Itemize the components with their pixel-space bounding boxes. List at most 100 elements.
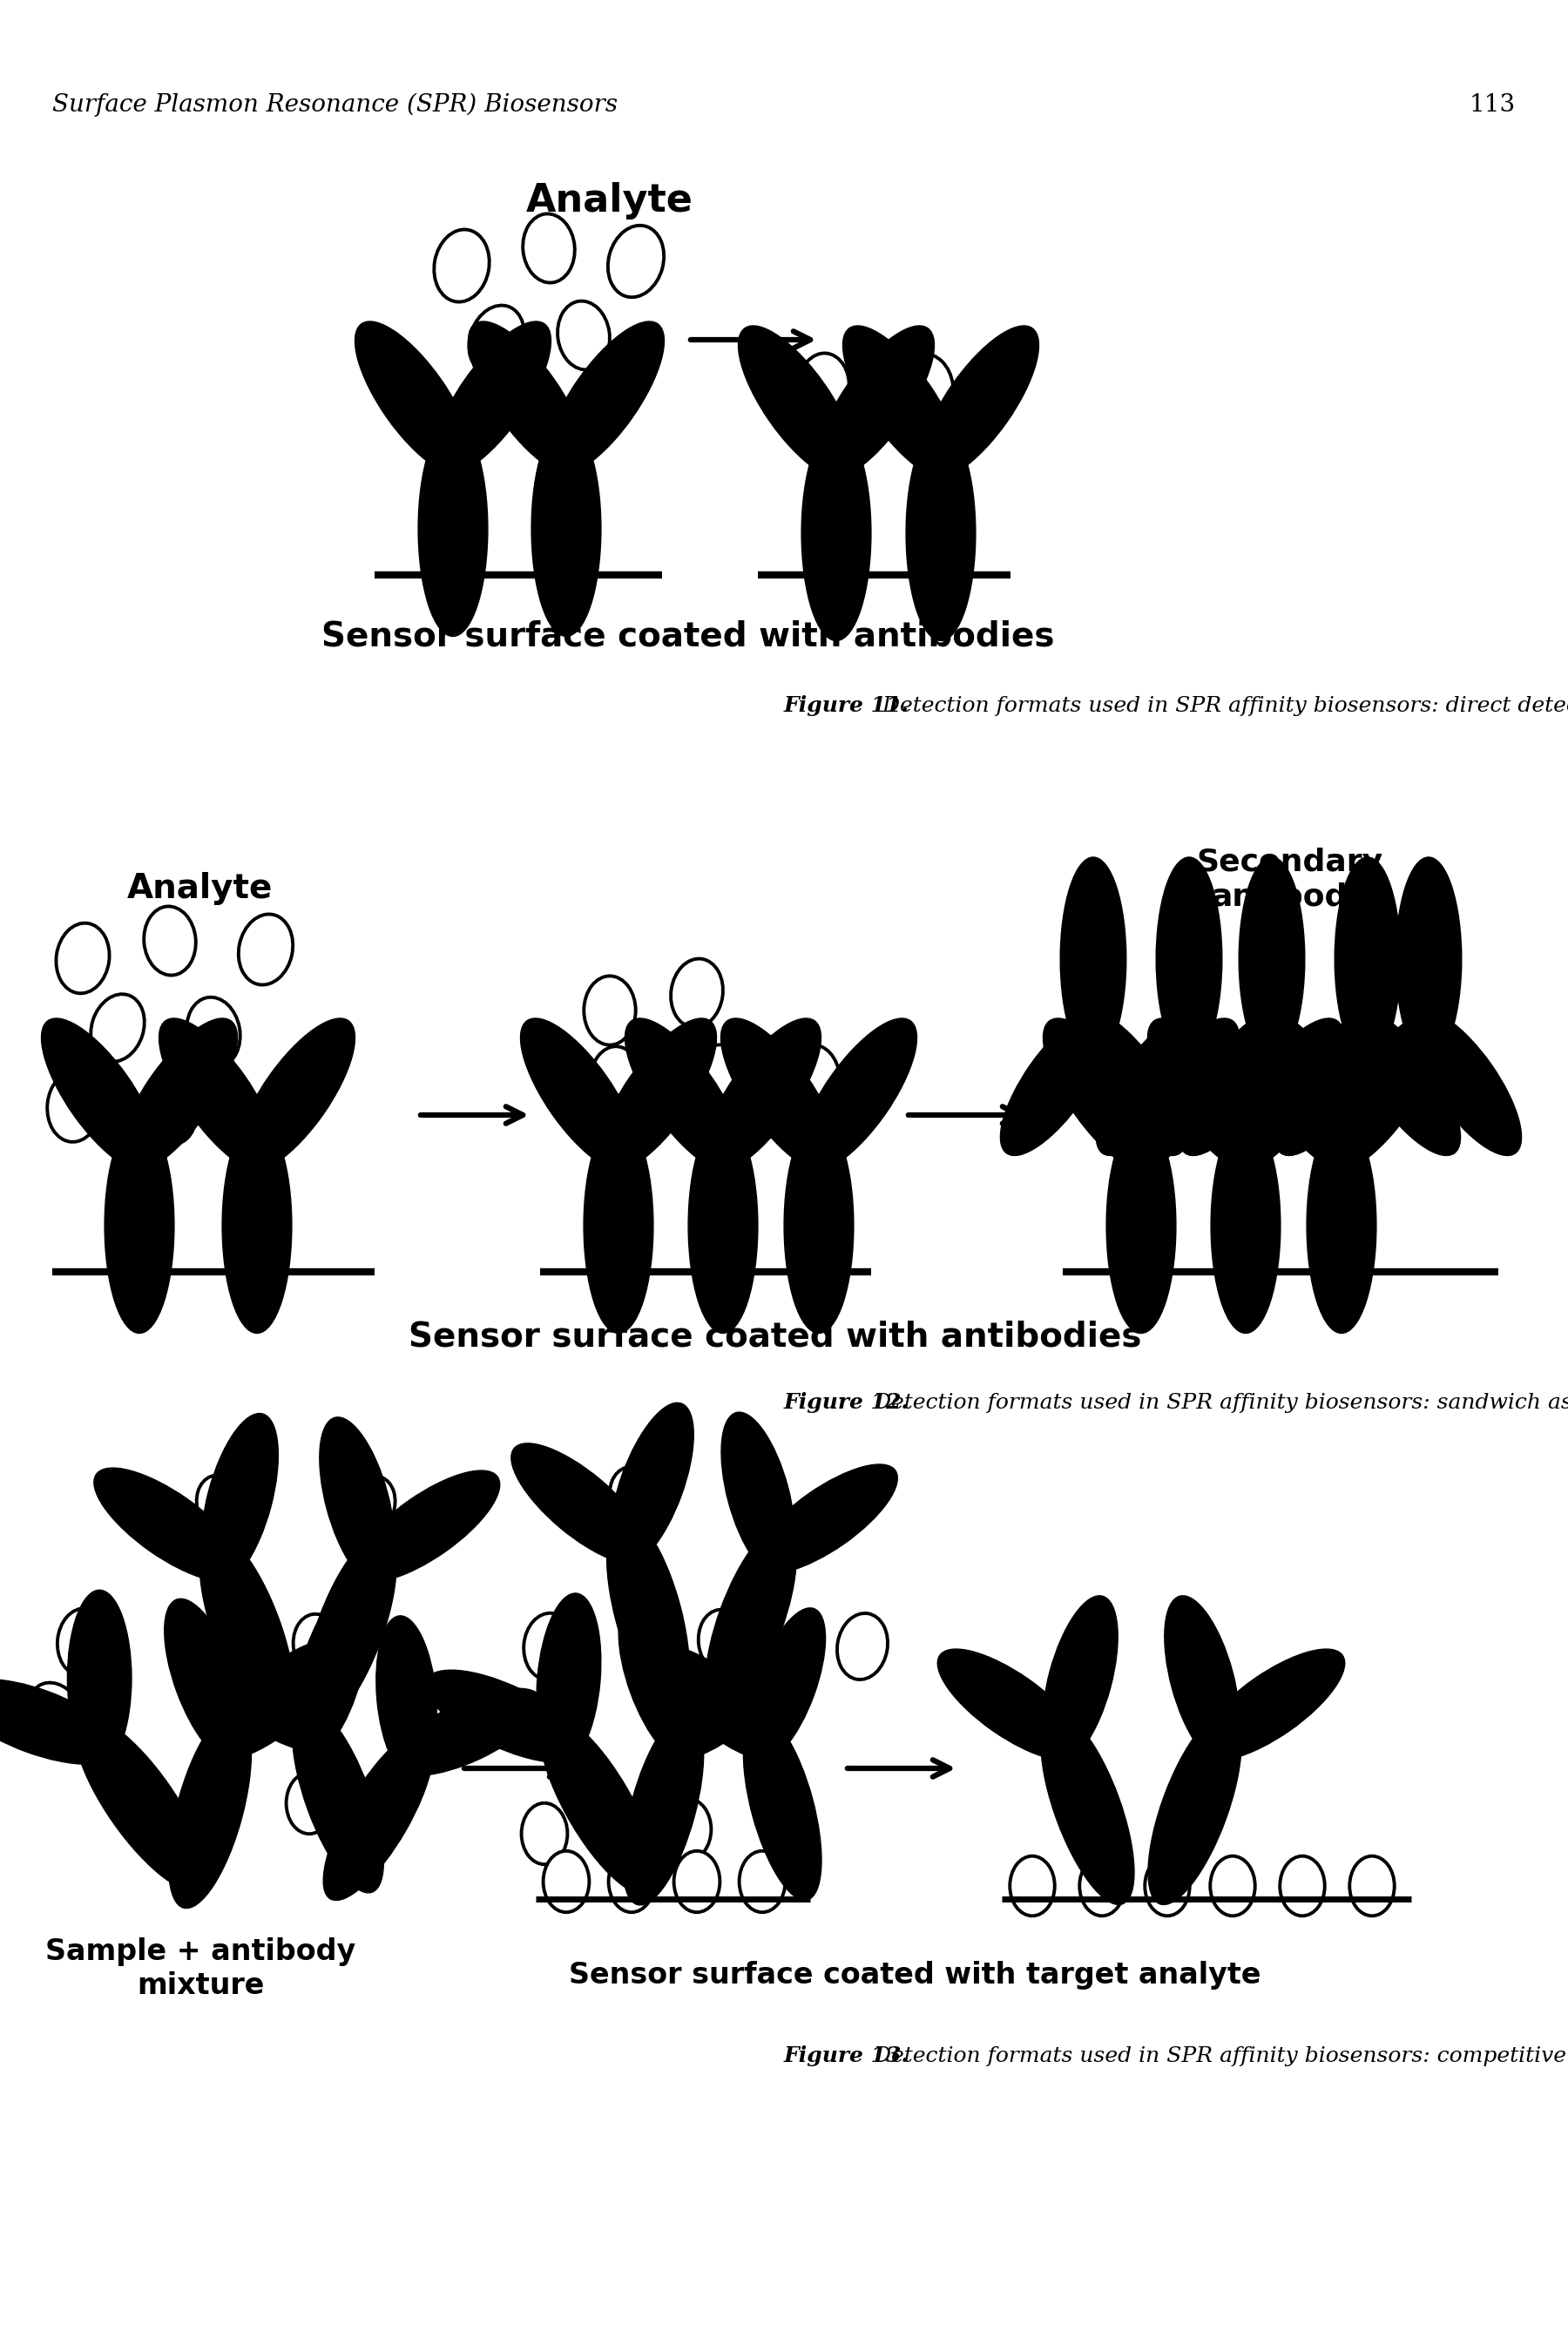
Ellipse shape: [622, 1712, 704, 1905]
Ellipse shape: [739, 1851, 786, 1912]
Ellipse shape: [754, 1465, 897, 1573]
Ellipse shape: [1253, 1009, 1364, 1155]
Text: Secondary
antibody: Secondary antibody: [1196, 847, 1383, 913]
Ellipse shape: [196, 1475, 248, 1538]
Ellipse shape: [797, 353, 850, 421]
Ellipse shape: [547, 322, 665, 475]
Ellipse shape: [1210, 1117, 1281, 1334]
Ellipse shape: [56, 922, 110, 993]
Ellipse shape: [0, 1679, 121, 1764]
Ellipse shape: [608, 226, 663, 296]
Text: Figure 12.: Figure 12.: [784, 1392, 909, 1414]
Ellipse shape: [539, 1715, 657, 1893]
Ellipse shape: [392, 1689, 543, 1776]
Ellipse shape: [30, 1682, 83, 1740]
Ellipse shape: [626, 1018, 743, 1171]
Ellipse shape: [221, 1686, 267, 1748]
Ellipse shape: [67, 1590, 132, 1766]
Text: 113: 113: [1469, 92, 1516, 115]
Ellipse shape: [654, 1646, 784, 1759]
Ellipse shape: [704, 1018, 822, 1171]
Ellipse shape: [1239, 856, 1305, 1061]
Ellipse shape: [608, 1851, 654, 1912]
Text: Analyte: Analyte: [527, 181, 693, 219]
Ellipse shape: [187, 997, 240, 1068]
Ellipse shape: [144, 1077, 196, 1143]
Ellipse shape: [1079, 1856, 1124, 1917]
Ellipse shape: [419, 421, 488, 637]
Ellipse shape: [789, 1044, 840, 1112]
Ellipse shape: [1314, 1049, 1366, 1115]
Ellipse shape: [599, 1018, 717, 1171]
Ellipse shape: [610, 1402, 693, 1566]
Ellipse shape: [320, 1418, 395, 1585]
Ellipse shape: [1348, 1009, 1460, 1155]
Ellipse shape: [158, 1018, 276, 1171]
Ellipse shape: [144, 906, 196, 976]
Ellipse shape: [1010, 1856, 1055, 1917]
Ellipse shape: [199, 1531, 295, 1729]
Ellipse shape: [376, 1616, 437, 1778]
Ellipse shape: [295, 1590, 367, 1755]
Ellipse shape: [1041, 1712, 1134, 1905]
Ellipse shape: [665, 1799, 712, 1860]
Text: Figure 13.: Figure 13.: [784, 2046, 909, 2067]
Ellipse shape: [938, 1649, 1083, 1762]
Ellipse shape: [1218, 1049, 1269, 1115]
Ellipse shape: [1226, 1018, 1344, 1171]
Ellipse shape: [610, 1468, 659, 1529]
Ellipse shape: [920, 327, 1038, 480]
Ellipse shape: [583, 1117, 654, 1334]
Ellipse shape: [1410, 1009, 1521, 1155]
Ellipse shape: [223, 1117, 292, 1334]
Ellipse shape: [469, 306, 524, 374]
Ellipse shape: [522, 1804, 568, 1865]
Text: Figure 11.: Figure 11.: [784, 696, 909, 715]
Ellipse shape: [591, 1047, 641, 1115]
Ellipse shape: [434, 230, 489, 301]
Ellipse shape: [536, 1592, 601, 1764]
Ellipse shape: [293, 1705, 384, 1893]
Ellipse shape: [746, 1609, 825, 1762]
Ellipse shape: [662, 1642, 797, 1759]
Ellipse shape: [693, 1044, 745, 1112]
Ellipse shape: [1148, 1018, 1265, 1171]
Ellipse shape: [800, 1018, 917, 1171]
Ellipse shape: [698, 1609, 748, 1675]
Ellipse shape: [739, 327, 856, 480]
Ellipse shape: [706, 1526, 797, 1715]
Ellipse shape: [511, 1444, 649, 1564]
Ellipse shape: [47, 1070, 100, 1143]
Ellipse shape: [1350, 1856, 1394, 1917]
Ellipse shape: [1156, 856, 1221, 1061]
Ellipse shape: [850, 343, 900, 407]
Ellipse shape: [41, 1018, 158, 1171]
Ellipse shape: [817, 327, 935, 480]
Ellipse shape: [433, 322, 550, 475]
Ellipse shape: [721, 1018, 839, 1171]
Ellipse shape: [1179, 1009, 1290, 1155]
Ellipse shape: [94, 1468, 243, 1583]
Ellipse shape: [558, 301, 610, 369]
Ellipse shape: [1243, 1018, 1361, 1171]
Text: Detection formats used in SPR affinity biosensors: competitive inhibition assay.: Detection formats used in SPR affinity b…: [867, 2046, 1568, 2065]
Ellipse shape: [906, 426, 975, 640]
Ellipse shape: [105, 1117, 174, 1334]
Ellipse shape: [844, 327, 961, 480]
Ellipse shape: [303, 1534, 397, 1726]
Ellipse shape: [323, 1731, 434, 1900]
Ellipse shape: [345, 1477, 395, 1538]
Ellipse shape: [1121, 1018, 1239, 1171]
Ellipse shape: [619, 1602, 701, 1762]
Ellipse shape: [1322, 1018, 1439, 1171]
Ellipse shape: [607, 1515, 690, 1712]
Ellipse shape: [1210, 1856, 1254, 1917]
Ellipse shape: [1306, 1117, 1377, 1334]
Ellipse shape: [1148, 1712, 1242, 1905]
Ellipse shape: [238, 915, 293, 985]
Ellipse shape: [1060, 856, 1126, 1061]
Ellipse shape: [1275, 1009, 1386, 1155]
Ellipse shape: [671, 960, 723, 1028]
Ellipse shape: [58, 1609, 108, 1675]
Ellipse shape: [237, 1018, 354, 1171]
